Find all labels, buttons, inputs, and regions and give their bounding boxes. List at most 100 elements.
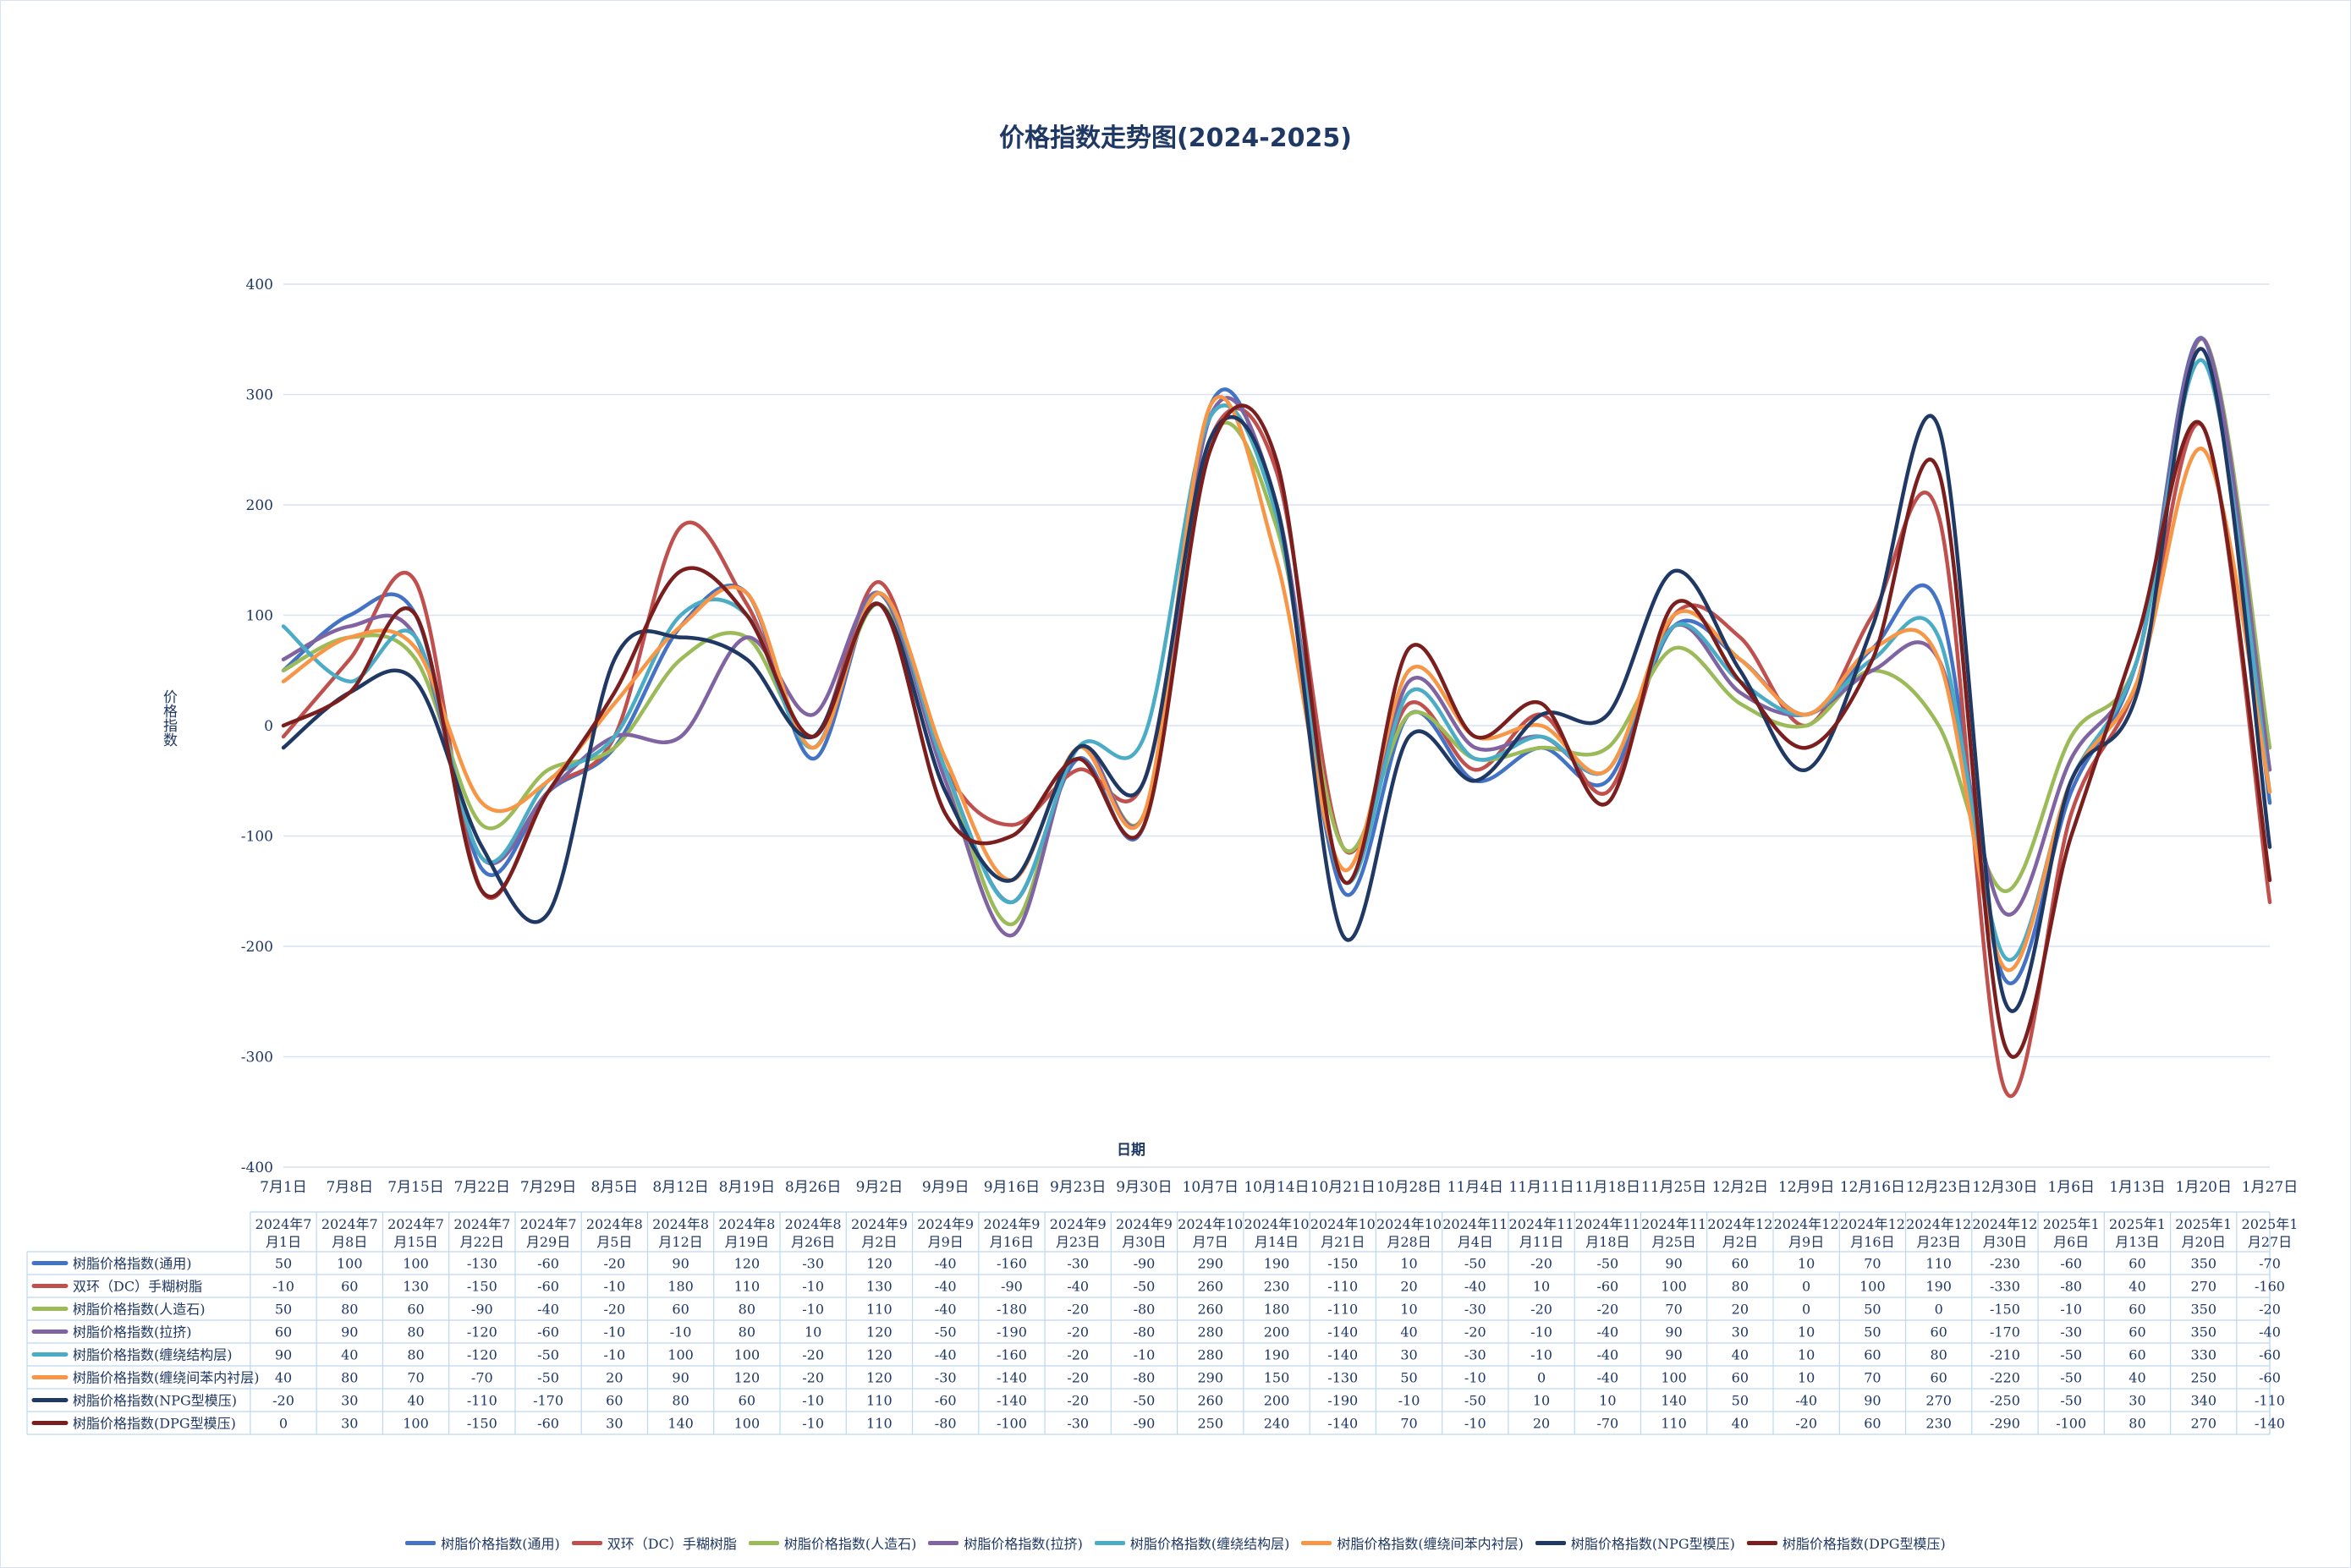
table-header-cell: 2024年12 [1707,1216,1772,1232]
table-cell: 120 [734,1370,761,1386]
table-cell: 280 [1197,1324,1223,1340]
table-header-cell: 2024年10 [1310,1216,1376,1232]
x-tick-label: 9月9日 [922,1179,970,1196]
x-tick-label: 7月1日 [260,1179,307,1196]
x-tick-label: 1月6日 [2047,1179,2095,1196]
table-header-cell: 2024年9 [851,1216,908,1232]
table-row-label: 树脂价格指数(缠绕间苯内衬层) [73,1370,260,1386]
table-cell: -20 [2259,1302,2281,1318]
table-header-cell: 月22日 [460,1234,504,1250]
table-cell: -60 [2259,1347,2281,1363]
table-cell: 40 [1400,1324,1417,1340]
table-header-cell: 月19日 [725,1234,769,1250]
table-header-cell: 2025年1 [2043,1216,2100,1232]
table-cell: -110 [1327,1302,1358,1318]
table-cell: 0 [1537,1370,1546,1386]
table-header-cell: 2025年1 [2242,1216,2299,1232]
legend-item: 树脂价格指数(人造石) [748,1532,916,1553]
y-tick-label: 100 [246,608,273,625]
table-cell: -10 [1464,1370,1486,1386]
y-tick-label: -400 [241,1160,273,1176]
table-cell: -170 [533,1393,563,1409]
table-cell: 270 [2190,1279,2216,1295]
table-cell: -10 [1398,1393,1420,1409]
table-cell: 180 [667,1279,694,1295]
table-cell: -50 [1596,1256,1618,1272]
table-cell: -50 [1464,1393,1486,1409]
table-cell: -40 [1464,1279,1486,1295]
x-tick-label: 11月4日 [1447,1179,1503,1196]
table-cell: -10 [603,1279,625,1295]
legend-item: 树脂价格指数(缠绕结构层) [1094,1532,1289,1553]
x-tick-label: 7月15日 [387,1179,443,1196]
x-tick-label: 9月23日 [1050,1179,1106,1196]
table-cell: 40 [275,1370,292,1386]
table-header-cell: 2024年11 [1641,1216,1706,1232]
table-cell: -130 [1327,1370,1358,1386]
table-cell: -20 [1067,1370,1089,1386]
table-header-cell: 月26日 [791,1234,835,1250]
x-tick-label: 12月9日 [1778,1179,1834,1196]
table-cell: -140 [1327,1416,1358,1432]
table-cell: 230 [1264,1279,1290,1295]
table-cell: -70 [1596,1416,1618,1432]
table-cell: 100 [403,1416,429,1432]
table-cell: 50 [275,1302,292,1318]
table-cell: -230 [1990,1256,2020,1272]
table-cell: 180 [1264,1302,1290,1318]
series-line [281,347,2272,1013]
table-cell: 330 [2190,1347,2216,1363]
table-header-cell: 月5日 [596,1234,632,1250]
x-tick-label: 9月30日 [1116,1179,1172,1196]
table-cell: -20 [1464,1324,1486,1340]
table-row-label: 树脂价格指数(人造石) [73,1302,206,1318]
legend-label: 双环（DC）手糊树脂 [607,1536,737,1552]
table-header-cell: 月7日 [1193,1234,1228,1250]
legend-label: 树脂价格指数(缠绕间苯内衬层) [1337,1536,1524,1552]
table-cell: -60 [537,1324,559,1340]
table-cell: -20 [272,1393,294,1409]
table-cell: -40 [935,1302,957,1318]
table-cell: -10 [603,1324,625,1340]
table-cell: 80 [739,1324,755,1340]
table-cell: -60 [537,1256,559,1272]
table-cell: 60 [341,1279,358,1295]
table-cell: 200 [1264,1324,1290,1340]
table-cell: -250 [1990,1393,2020,1409]
table-header-cell: 月6日 [2053,1234,2089,1250]
table-cell: 270 [1925,1393,1952,1409]
table-header-cell: 2025年1 [2175,1216,2232,1232]
table-cell: -20 [1067,1302,1089,1318]
table-header-cell: 月29日 [526,1234,570,1250]
table-cell: 110 [1661,1416,1687,1432]
table-cell: 90 [1665,1347,1682,1363]
table-cell: 10 [1798,1324,1815,1340]
table-cell: 40 [407,1393,424,1409]
x-tick-label: 7月29日 [520,1179,576,1196]
table-cell: 10 [1599,1393,1616,1409]
x-tick-label: 10月14日 [1244,1179,1309,1196]
table-cell: 0 [1802,1279,1810,1295]
table-cell: -210 [1990,1347,2020,1363]
table-cell: -30 [2060,1324,2082,1340]
table-cell: -30 [935,1370,957,1386]
table-cell: -50 [537,1347,559,1363]
table-row-label: 树脂价格指数(缠绕结构层) [73,1347,233,1363]
table-cell: 120 [734,1256,761,1272]
y-tick-label: 300 [246,387,273,404]
table-cell: 30 [1400,1347,1417,1363]
x-tick-label: 9月16日 [984,1179,1040,1196]
table-cell: -60 [2259,1370,2281,1386]
table-cell: 150 [1264,1370,1290,1386]
table-header-cell: 月2日 [861,1234,897,1250]
table-cell: 190 [1925,1279,1952,1295]
table-cell: 230 [1925,1416,1952,1432]
table-cell: 60 [2129,1302,2145,1318]
table-cell: -170 [1990,1324,2020,1340]
table-cell: -20 [1596,1302,1618,1318]
table-cell: -50 [2060,1393,2082,1409]
table-header-cell: 2024年11 [1509,1216,1574,1232]
legend-swatch [1746,1540,1777,1545]
table-cell: 40 [2129,1279,2145,1295]
